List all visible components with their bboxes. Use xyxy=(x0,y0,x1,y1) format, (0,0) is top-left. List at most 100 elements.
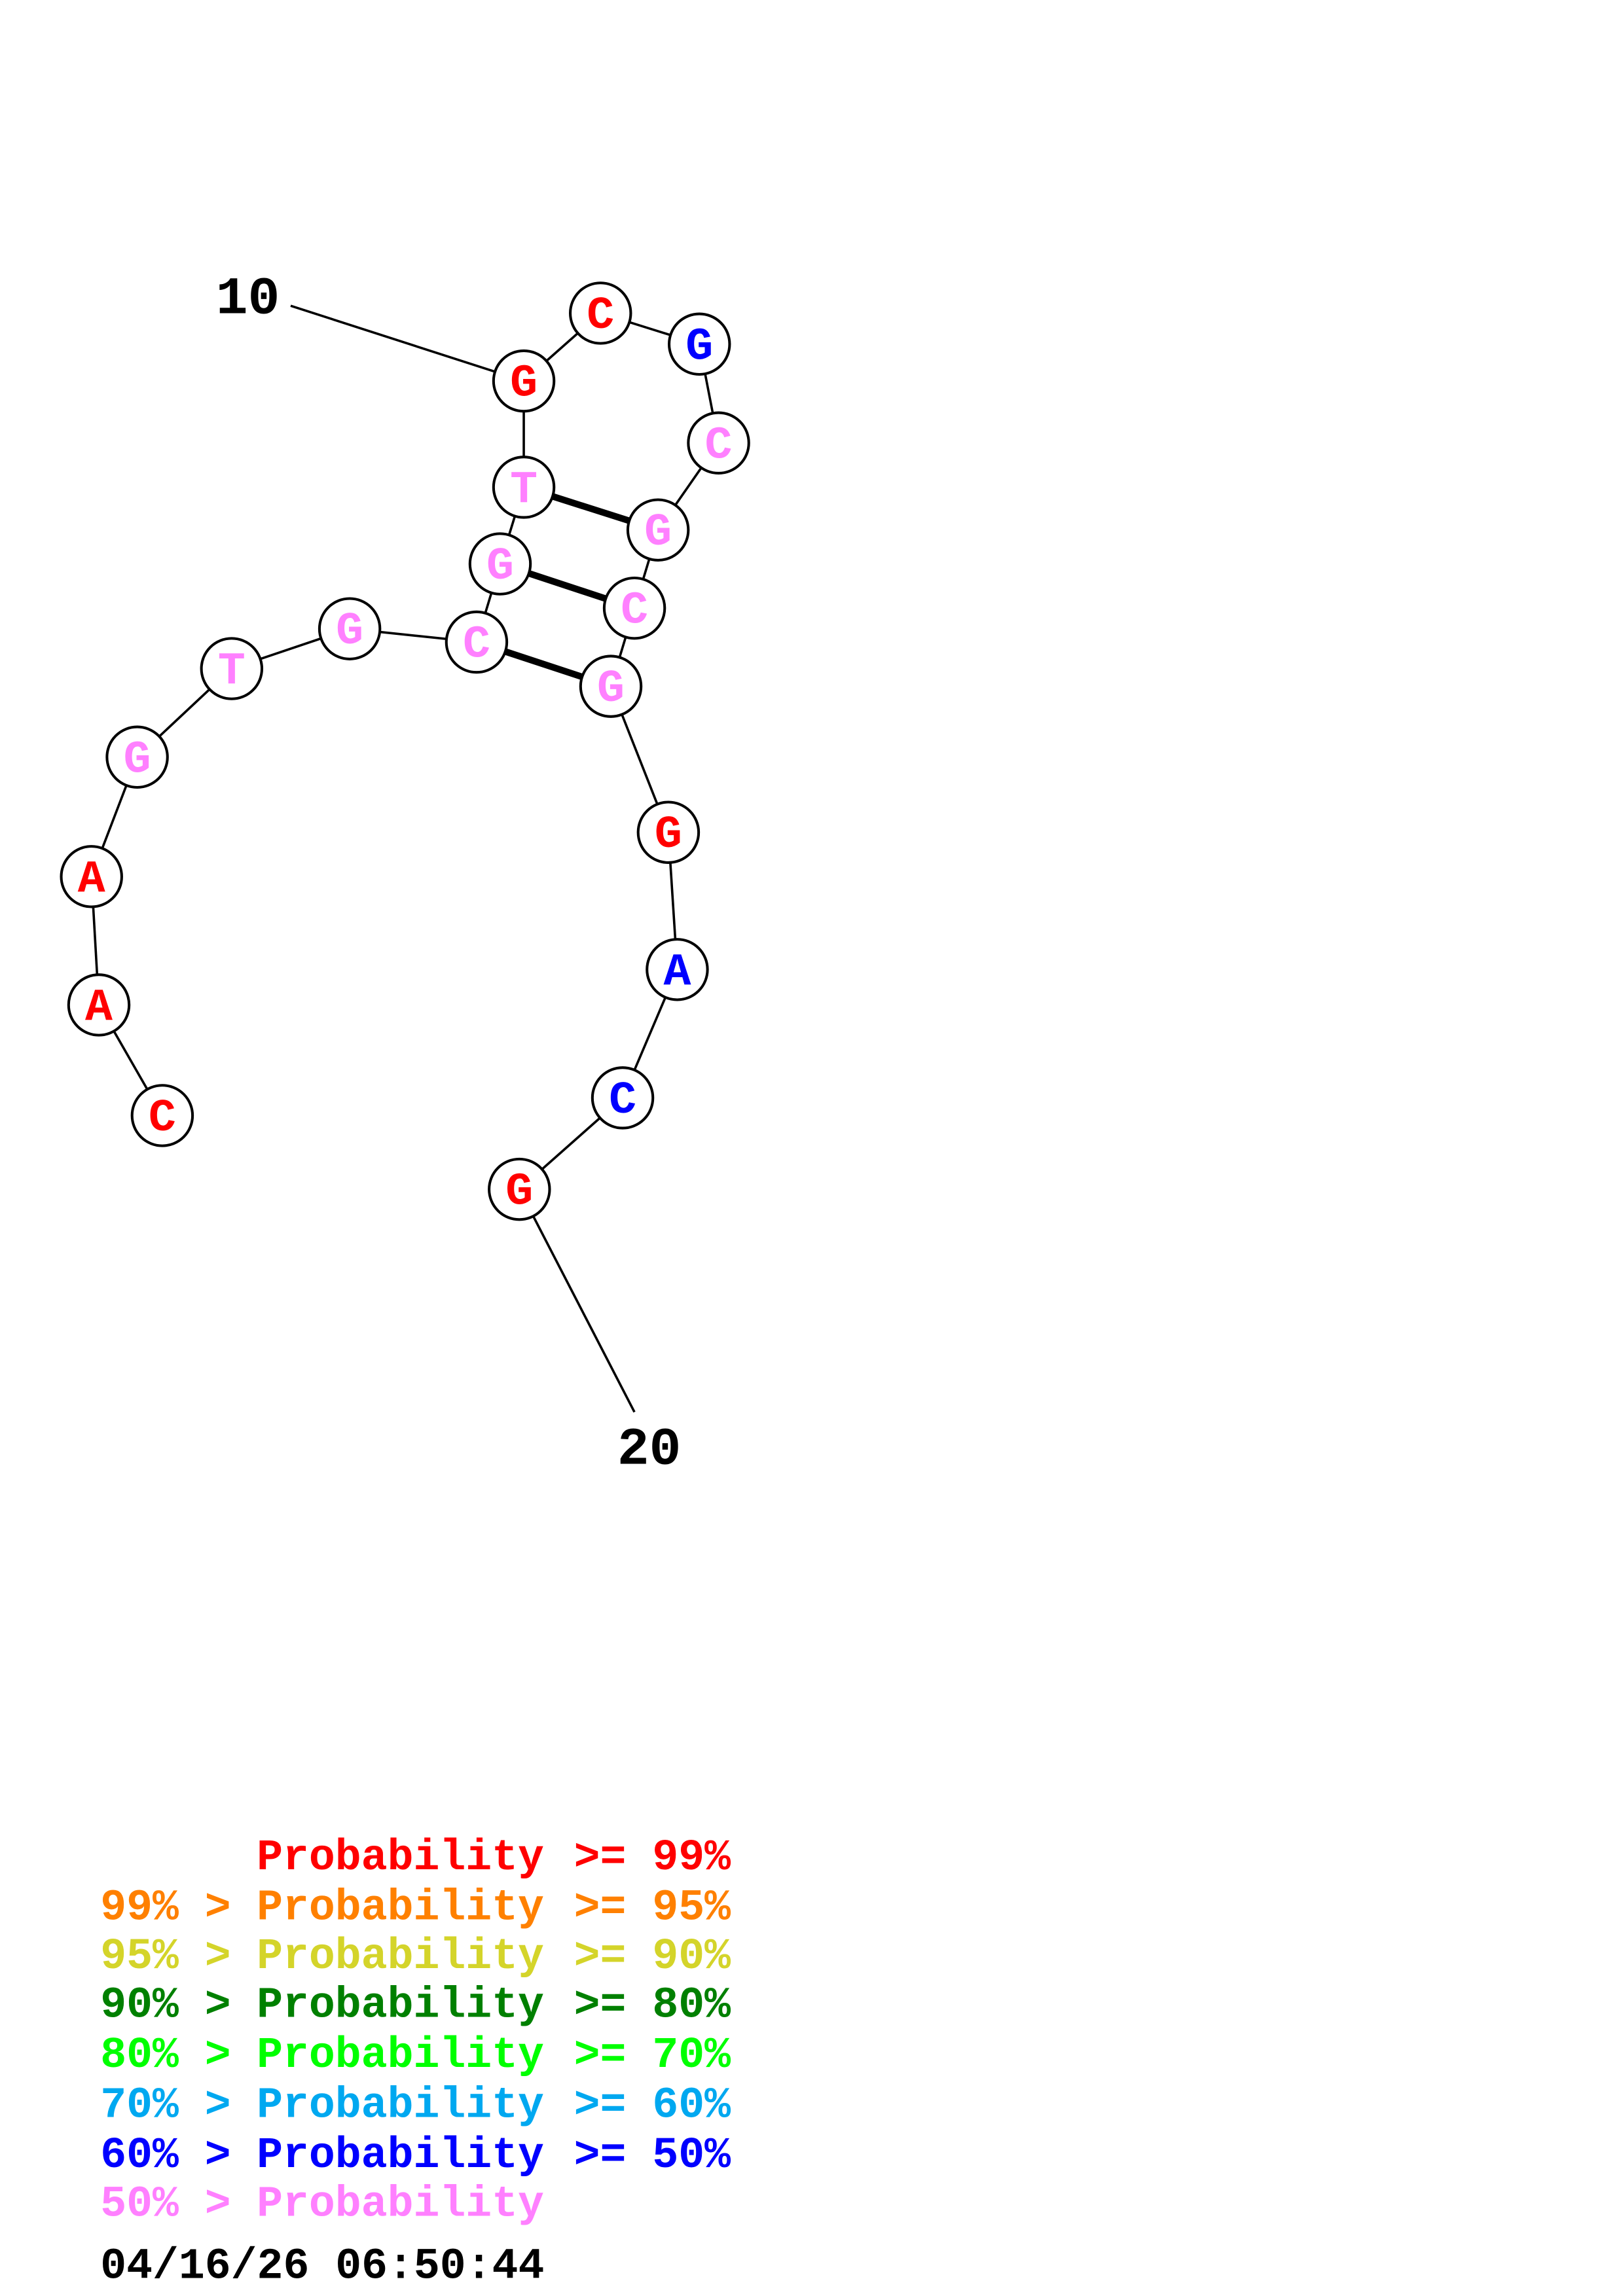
nucleotide-circle xyxy=(60,845,123,908)
nucleotide-base: G xyxy=(685,321,713,372)
nucleotide: C xyxy=(130,1084,194,1147)
legend-suffix: >= 90% xyxy=(574,1932,731,1981)
nucleotide-base: G xyxy=(124,734,151,785)
nucleotide-base: G xyxy=(655,809,682,861)
nucleotide-circle xyxy=(687,411,750,475)
nucleotide-circle xyxy=(492,349,556,413)
nucleotide-circle xyxy=(200,637,264,700)
legend-row: 60% > Probability >= 50% xyxy=(100,2131,731,2180)
nucleotide-base: T xyxy=(218,645,246,697)
nucleotide-base: G xyxy=(510,358,538,410)
position-label: 10 xyxy=(216,269,280,329)
legend-label: Probability xyxy=(257,1932,544,1981)
timestamp: 04/16/26 06:50:44 xyxy=(100,2242,544,2291)
legend-label: Probability xyxy=(257,1981,544,2030)
nucleotide: G xyxy=(468,532,532,596)
nucleotide: G xyxy=(492,349,556,413)
legend-prefix: 50% > xyxy=(100,2180,230,2229)
nucleotide: G xyxy=(667,312,731,376)
legend-prefix: 80% > xyxy=(100,2031,230,2080)
position-label-line xyxy=(518,1189,636,1413)
legend-prefix: 95% > xyxy=(100,1932,230,1981)
nucleotide-base: G xyxy=(597,663,625,715)
nucleotide-base: C xyxy=(705,420,733,471)
nucleotide-base: C xyxy=(463,619,490,671)
nucleotide-base: C xyxy=(621,585,648,637)
nucleotide-circle xyxy=(646,938,709,1001)
nucleotide: A xyxy=(67,973,131,1037)
nucleotide-circle xyxy=(318,597,382,660)
nucleotide: G xyxy=(105,725,169,789)
nucleotide-circle xyxy=(130,1084,194,1147)
nucleotide-circle xyxy=(667,312,731,376)
nucleotide-base: G xyxy=(644,507,672,558)
nucleotide: A xyxy=(646,938,709,1001)
nucleotide-circle xyxy=(445,610,509,674)
nucleotide-base: G xyxy=(486,541,514,592)
nucleotide: C xyxy=(687,411,750,475)
nucleotide-circle xyxy=(602,576,666,640)
legend-suffix: >= 95% xyxy=(574,1884,731,1933)
position-labels: 10 20 xyxy=(216,269,681,1480)
legend-suffix: >= 60% xyxy=(574,2081,731,2130)
nucleotide: T xyxy=(492,456,556,519)
nucleotide-circle xyxy=(67,973,131,1037)
nucleotide-circle xyxy=(492,456,556,519)
nucleotide-circle xyxy=(468,532,532,596)
nucleotide: G xyxy=(318,597,382,660)
nucleotide-base: C xyxy=(609,1075,636,1126)
legend-prefix: 90% > xyxy=(100,1981,230,2030)
legend-suffix: >= 99% xyxy=(574,1833,731,1882)
nucleotide-base: G xyxy=(336,605,363,657)
legend-suffix: >= 50% xyxy=(574,2131,731,2180)
nucleotide-base: C xyxy=(149,1092,176,1144)
legend-label: Probability xyxy=(257,1884,544,1933)
backbone xyxy=(90,304,720,1413)
nucleotide: C xyxy=(569,281,632,345)
nucleotide-circle xyxy=(626,498,690,562)
nucleotide: C xyxy=(602,576,666,640)
legend-prefix: 70% > xyxy=(100,2081,230,2130)
nucleotide: G xyxy=(488,1157,551,1221)
nucleotide: C xyxy=(445,610,509,674)
nucleotide-circle xyxy=(579,655,643,718)
nucleotide-base: A xyxy=(663,946,691,998)
nucleotide-circle xyxy=(105,725,169,789)
nucleotide: G xyxy=(636,800,701,864)
nucleotide: T xyxy=(200,637,264,700)
legend-label: Probability xyxy=(257,2131,544,2180)
nucleotide-circle xyxy=(636,800,701,864)
legend-suffix: >= 80% xyxy=(574,1981,731,2030)
nucleotide: G xyxy=(579,655,643,718)
nucleotide: A xyxy=(60,845,123,908)
nucleotide-base: G xyxy=(505,1166,533,1218)
legend-label: Probability xyxy=(257,2081,544,2130)
position-label-line xyxy=(290,304,524,382)
legend-label: Probability xyxy=(257,1833,544,1882)
legend-row: 99% > Probability >= 95% xyxy=(100,1884,731,1933)
legend-row: 70% > Probability >= 60% xyxy=(100,2081,731,2130)
legend-suffix: >= 70% xyxy=(574,2031,731,2080)
nucleotide-base: A xyxy=(78,853,105,905)
legend-prefix: 60% > xyxy=(100,2131,230,2180)
nucleotide-base: T xyxy=(510,464,538,516)
legend-label: Probability xyxy=(257,2031,544,2080)
legend-row: 50% > Probability xyxy=(100,2180,544,2229)
legend-row: 95% > Probability >= 90% xyxy=(100,1932,731,1981)
nucleotide-base: C xyxy=(587,290,614,342)
nucleotide-base: A xyxy=(85,982,113,1033)
nucleotide-circle xyxy=(488,1157,551,1221)
legend-row: 90% > Probability >= 80% xyxy=(100,1981,731,2030)
legend-row: Probability >= 99% xyxy=(257,1833,731,1882)
probability-legend: Probability >= 99%99% > Probability >= 95%9… xyxy=(100,1833,731,2229)
nucleotide: G xyxy=(626,498,690,562)
nucleotide-circle xyxy=(591,1066,655,1130)
nucleotide-circle xyxy=(569,281,632,345)
position-label: 20 xyxy=(617,1420,681,1480)
legend-prefix: 99% > xyxy=(100,1884,230,1933)
nucleotide: C xyxy=(591,1066,655,1130)
legend-row: 80% > Probability >= 70% xyxy=(100,2031,731,2080)
legend-label: Probability xyxy=(257,2180,544,2229)
